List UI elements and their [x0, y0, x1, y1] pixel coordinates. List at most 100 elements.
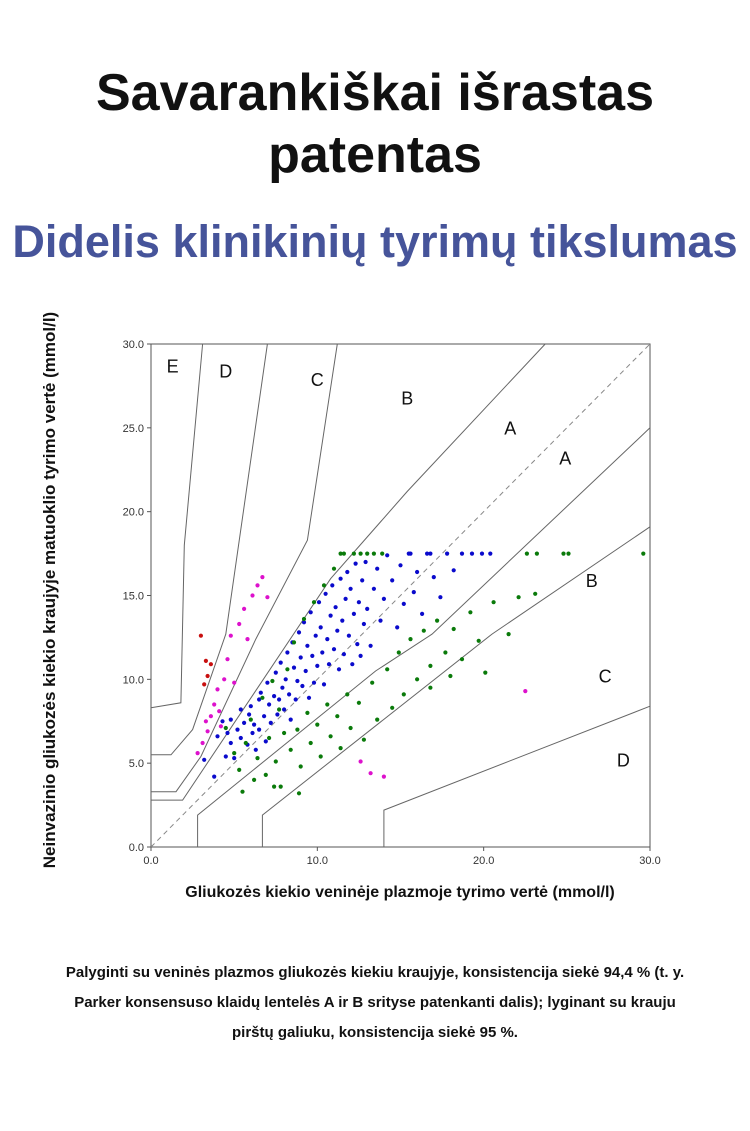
point-zone-c-10 — [232, 680, 237, 685]
point-zone-b-54 — [476, 638, 481, 643]
point-zone-a-60 — [326, 662, 332, 667]
point-zone-a-32 — [280, 685, 285, 690]
point-zone-b-66 — [358, 551, 363, 556]
point-zone-a-65 — [335, 628, 340, 633]
point-zone-a-58 — [323, 591, 328, 596]
point-zone-a-66 — [336, 667, 342, 672]
point-zone-a-21 — [258, 690, 263, 695]
point-zone-a-87 — [378, 618, 383, 623]
point-zone-a-101 — [445, 551, 450, 556]
y-axis-ticks: 0.0 5.0 10.0 15.0 20.0 25.0 30.0 — [123, 339, 151, 854]
point-zone-b-27 — [328, 734, 333, 739]
point-zone-b-45 — [408, 637, 413, 642]
point-zone-a-106 — [488, 551, 493, 556]
point-zone-b-41 — [385, 667, 390, 672]
point-zone-a-50 — [310, 653, 315, 658]
point-zone-a-20 — [257, 727, 262, 732]
point-zone-a-40 — [293, 697, 298, 702]
point-zone-a-47 — [305, 643, 310, 648]
point-zone-a-3 — [220, 719, 225, 724]
point-zone-b-14 — [285, 667, 290, 672]
point-zone-a-78 — [356, 600, 361, 605]
point-zone-a-14 — [247, 712, 252, 717]
point-zone-a-24 — [265, 680, 270, 685]
zone-label-e-0: E — [167, 357, 179, 377]
point-zone-b-9 — [270, 678, 275, 684]
point-zone-a-42 — [296, 630, 302, 635]
point-zone-a-67 — [338, 576, 343, 581]
point-zone-b-1 — [232, 751, 237, 756]
point-zone-a-46 — [303, 668, 308, 674]
point-zone-b-60 — [534, 551, 539, 556]
point-zone-a-33 — [282, 707, 287, 712]
point-zone-b-72 — [428, 685, 433, 690]
point-zone-c-13 — [245, 637, 250, 642]
zone-boundary-7 — [383, 705, 651, 847]
point-zone-b-29 — [335, 714, 340, 719]
point-zone-a-7 — [228, 717, 233, 722]
x-tick-label-2: 20.0 — [473, 855, 494, 867]
point-zone-a-69 — [341, 652, 346, 657]
point-zone-c-6 — [218, 724, 223, 729]
x-tick-label-0: 0.0 — [143, 855, 158, 867]
point-zone-c-18 — [358, 759, 363, 764]
point-zone-a-6 — [228, 740, 233, 746]
point-zone-c-9 — [228, 633, 233, 638]
x-axis-ticks: 0.0 10.0 20.0 30.0 — [143, 847, 661, 867]
x-axis-label: Gliukozės kiekio veninėje plazmoje tyrim… — [185, 884, 615, 901]
point-zone-b-7 — [263, 772, 268, 777]
zone-label-d-1: D — [219, 362, 232, 382]
point-zone-b-20 — [305, 710, 310, 715]
point-zone-b-64 — [533, 591, 538, 596]
point-zone-b-28 — [331, 566, 337, 571]
point-zone-a-76 — [353, 561, 358, 566]
point-zone-a-26 — [268, 720, 273, 725]
point-zone-b-73 — [448, 673, 453, 679]
zone-boundary-3 — [151, 343, 338, 793]
point-zone-a-73 — [348, 586, 353, 591]
point-zone-a-80 — [360, 578, 365, 583]
point-zone-b-67 — [371, 551, 376, 556]
point-zone-a-91 — [395, 625, 400, 630]
point-zone-a-99 — [431, 575, 436, 580]
point-zone-b-57 — [506, 632, 511, 637]
point-zone-b-43 — [396, 650, 401, 655]
point-zone-a-93 — [401, 601, 406, 606]
point-zone-a-1 — [212, 774, 217, 779]
page-title: Savarankiškai išrastas patentas — [96, 64, 654, 184]
point-zone-d-3 — [208, 662, 213, 667]
point-zone-a-98 — [425, 551, 430, 556]
point-zone-d-0 — [198, 633, 203, 638]
point-zone-a-68 — [340, 618, 345, 623]
point-zone-a-15 — [248, 704, 253, 709]
point-zone-c-5 — [215, 687, 220, 692]
point-zone-a-62 — [330, 583, 335, 588]
point-zone-a-100 — [438, 595, 443, 600]
zone-label-c-2: C — [311, 370, 324, 390]
point-zone-a-17 — [252, 722, 257, 727]
zone-boundary-2 — [151, 343, 268, 756]
point-zone-a-63 — [331, 647, 337, 652]
y-tick-label-3: 15.0 — [123, 591, 144, 603]
zone-boundary-1 — [150, 343, 204, 709]
point-zone-b-46 — [415, 677, 420, 682]
point-zone-a-71 — [345, 569, 350, 575]
point-zone-b-51 — [451, 626, 456, 632]
y-tick-label-0: 0.0 — [129, 842, 144, 854]
point-zone-a-19 — [257, 697, 262, 702]
point-zone-b-59 — [524, 551, 529, 556]
point-zone-a-12 — [242, 720, 247, 725]
point-zone-a-22 — [262, 714, 267, 719]
zone-label-a-5: A — [559, 449, 571, 469]
point-zone-a-35 — [285, 650, 290, 655]
point-zone-a-52 — [313, 633, 318, 638]
zone-label-d-8: D — [617, 751, 630, 771]
point-zone-b-31 — [341, 551, 346, 556]
point-zone-a-11 — [238, 707, 243, 712]
point-zone-c-14 — [250, 593, 255, 598]
point-zone-b-68 — [252, 777, 257, 782]
point-zone-b-16 — [291, 640, 297, 645]
point-zone-a-88 — [381, 596, 386, 601]
point-zone-a-70 — [343, 596, 348, 601]
point-zone-b-39 — [375, 717, 380, 722]
